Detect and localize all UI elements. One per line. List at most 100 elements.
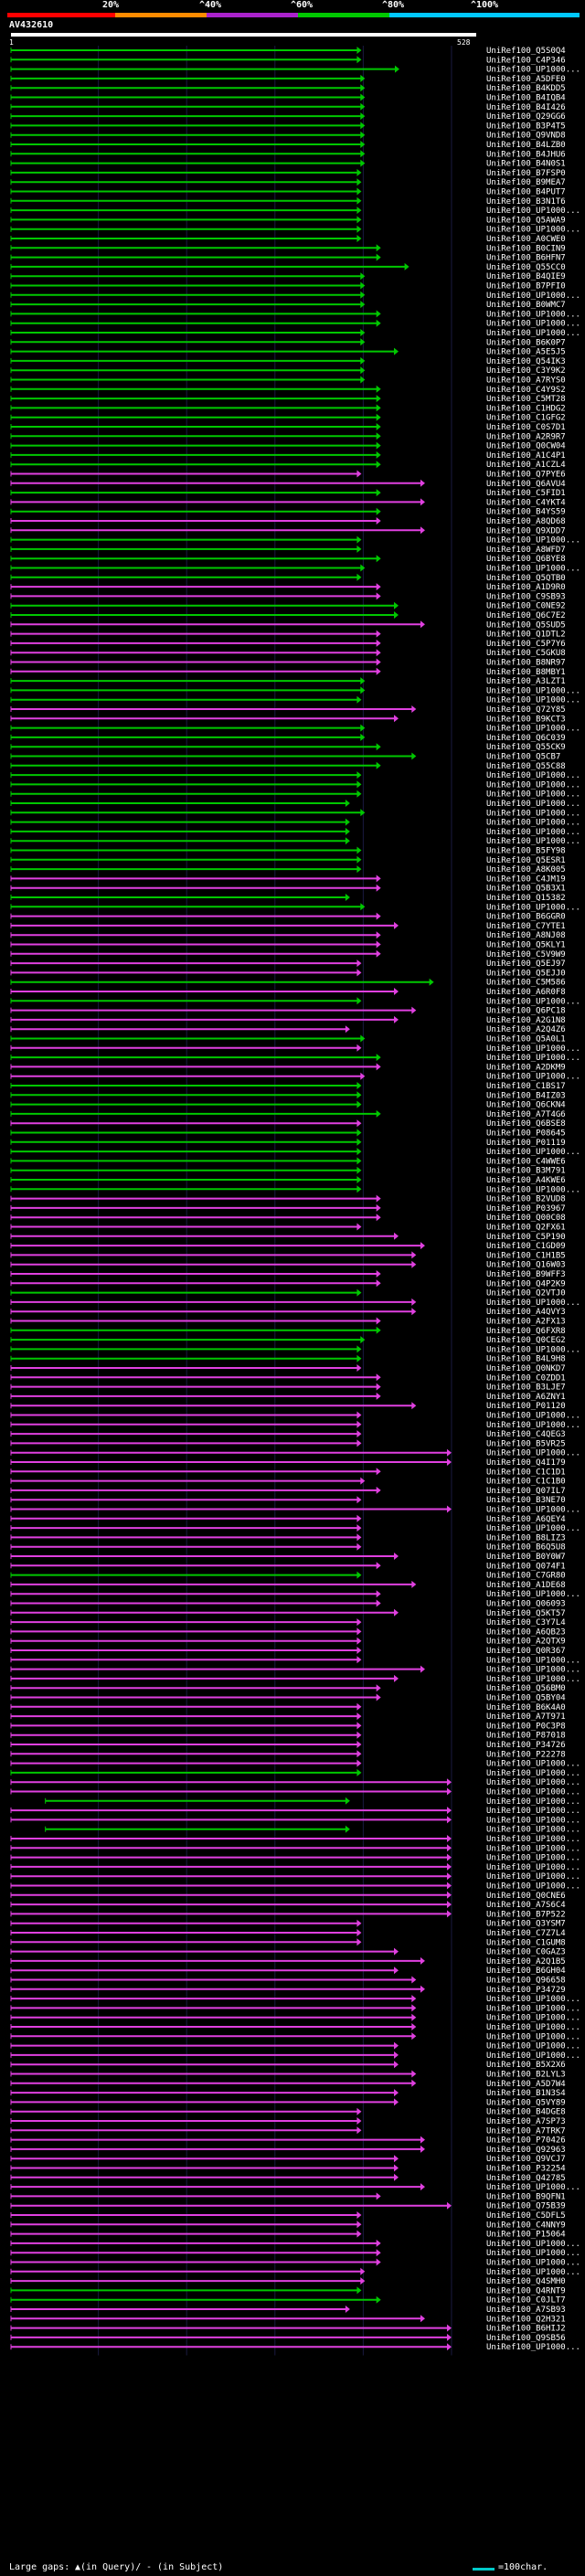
hit-row[interactable]: UniRef100_UP1000... <box>10 1787 580 1797</box>
hit-row[interactable]: UniRef100_UP1000... <box>10 1185 580 1194</box>
hit-row[interactable]: UniRef100_B4KDD5 <box>10 84 566 93</box>
hit-label[interactable]: UniRef100_C1GUM8 <box>486 1938 566 1947</box>
hit-row[interactable]: UniRef100_A7SP73 <box>10 2117 566 2126</box>
hit-label[interactable]: UniRef100_A5D7W4 <box>486 2080 566 2089</box>
hit-row[interactable]: UniRef100_UP1000... <box>10 1590 580 1599</box>
hit-label[interactable]: UniRef100_UP1000... <box>486 292 580 301</box>
hit-label[interactable]: UniRef100_A4KWE6 <box>486 1176 566 1185</box>
hit-label[interactable]: UniRef100_B4DGE8 <box>486 2108 566 2117</box>
hit-label[interactable]: UniRef100_Q4RNT9 <box>486 2286 566 2295</box>
hit-label[interactable]: UniRef100_P34729 <box>486 1986 566 1995</box>
hit-label[interactable]: UniRef100_C1C1D1 <box>486 1468 566 1477</box>
hit-label[interactable]: UniRef100_UP1000... <box>486 536 580 546</box>
hit-row[interactable]: UniRef100_B4IZ03 <box>10 1091 566 1100</box>
hit-row[interactable]: UniRef100_P15064 <box>10 2230 566 2240</box>
hit-label[interactable]: UniRef100_A7SB93 <box>486 2306 566 2315</box>
hit-row[interactable]: UniRef100_A7T971 <box>10 1712 566 1722</box>
hit-row[interactable]: UniRef100_Q6C7E2 <box>10 611 566 620</box>
hit-row[interactable]: UniRef100_UP1000... <box>10 2343 580 2352</box>
hit-row[interactable]: UniRef100_C5FID1 <box>10 489 566 498</box>
hit-label[interactable]: UniRef100_Q4P2K9 <box>486 1279 566 1288</box>
hit-label[interactable]: UniRef100_A2Q4Z6 <box>486 1025 566 1034</box>
hit-row[interactable]: UniRef100_C5P190 <box>10 1232 566 1242</box>
hit-label[interactable]: UniRef100_A4QVY3 <box>486 1308 566 1317</box>
hit-label[interactable]: UniRef100_UP1000... <box>486 1882 580 1892</box>
hit-row[interactable]: UniRef100_Q0CEG2 <box>10 1336 566 1345</box>
hit-label[interactable]: UniRef100_C7GR80 <box>486 1572 566 1581</box>
hit-row[interactable]: UniRef100_B4JHU6 <box>10 150 566 159</box>
hit-label[interactable]: UniRef100_P01119 <box>486 1139 566 1148</box>
hit-label[interactable]: UniRef100_UP1000... <box>486 828 580 837</box>
hit-label[interactable]: UniRef100_Q0CNE6 <box>486 1892 566 1901</box>
hit-row[interactable]: UniRef100_Q5KLY1 <box>10 940 566 950</box>
hit-label[interactable]: UniRef100_UP1000... <box>486 1666 580 1675</box>
hit-row[interactable]: UniRef100_C4Y9S2 <box>10 385 566 395</box>
hit-label[interactable]: UniRef100_B8NR97 <box>486 659 566 668</box>
hit-row[interactable]: UniRef100_C5DFL5 <box>10 2211 566 2221</box>
hit-row[interactable]: UniRef100_Q9VCJ7 <box>10 2155 566 2164</box>
hit-label[interactable]: UniRef100_C5V9W9 <box>486 950 566 959</box>
hit-label[interactable]: UniRef100_B4QIE9 <box>486 272 566 281</box>
hit-row[interactable]: UniRef100_C7YTE1 <box>10 921 566 931</box>
hit-row[interactable]: UniRef100_Q4P2K9 <box>10 1279 566 1288</box>
hit-label[interactable]: UniRef100_B8MBY1 <box>486 668 566 677</box>
hit-label[interactable]: UniRef100_Q55C88 <box>486 762 566 771</box>
hit-label[interactable]: UniRef100_UP1000... <box>486 2259 580 2268</box>
hit-row[interactable]: UniRef100_B8NR97 <box>10 658 566 668</box>
hit-label[interactable]: UniRef100_A2DKM9 <box>486 1063 566 1072</box>
hit-label[interactable]: UniRef100_B2VUD8 <box>486 1195 566 1204</box>
hit-row[interactable]: UniRef100_P03967 <box>10 1203 566 1214</box>
hit-label[interactable]: UniRef100_C5P190 <box>486 1233 566 1242</box>
hit-label[interactable]: UniRef100_UP1000... <box>486 1299 580 1308</box>
hit-row[interactable]: UniRef100_Q5KT57 <box>10 1608 566 1618</box>
hit-label[interactable]: UniRef100_A7T971 <box>486 1712 566 1722</box>
hit-label[interactable]: UniRef100_C3Y7L4 <box>486 1618 566 1627</box>
hit-label[interactable]: UniRef100_B2LYL3 <box>486 2071 566 2080</box>
hit-row[interactable]: UniRef100_Q6AVU4 <box>10 479 566 489</box>
hit-row[interactable]: UniRef100_A2Q4Z6 <box>10 1025 566 1034</box>
hit-label[interactable]: UniRef100_Q1DTL2 <box>486 631 566 640</box>
hit-row[interactable]: UniRef100_UP1000... <box>10 1759 580 1769</box>
hit-label[interactable]: UniRef100_Q16W03 <box>486 1261 566 1270</box>
hit-row[interactable]: UniRef100_C5P7Y6 <box>10 639 566 649</box>
hit-label[interactable]: UniRef100_UP1000... <box>486 1995 580 2004</box>
hit-row[interactable]: UniRef100_Q55CK9 <box>10 743 566 752</box>
hit-label[interactable]: UniRef100_Q6BSE8 <box>486 1119 566 1129</box>
hit-label[interactable]: UniRef100_B7PFI0 <box>486 282 566 292</box>
hit-label[interactable]: UniRef100_UP1000... <box>486 1054 580 1063</box>
hit-label[interactable]: UniRef100_Q5SUD5 <box>486 620 566 630</box>
hit-row[interactable]: UniRef100_B0WMC7 <box>10 301 566 310</box>
hit-row[interactable]: UniRef100_UP1000... <box>10 695 580 705</box>
hit-label[interactable]: UniRef100_Q5BY04 <box>486 1694 566 1703</box>
hit-row[interactable]: UniRef100_UP1000... <box>10 827 580 837</box>
hit-row[interactable]: UniRef100_UP1000... <box>45 1825 580 1835</box>
hit-row[interactable]: UniRef100_UP1000... <box>10 1882 580 1892</box>
hit-label[interactable]: UniRef100_Q4SMH0 <box>486 2277 566 2286</box>
hit-row[interactable]: UniRef100_UP1000... <box>10 790 580 800</box>
hit-row[interactable]: UniRef100_C3Y7L4 <box>10 1618 566 1627</box>
hit-label[interactable]: UniRef100_Q7PYE6 <box>486 471 566 480</box>
hit-row[interactable]: UniRef100_Q9SB56 <box>10 2333 566 2343</box>
hit-row[interactable]: UniRef100_C1BS17 <box>10 1082 566 1091</box>
hit-row[interactable]: UniRef100_Q15382 <box>10 894 566 903</box>
hit-row[interactable]: UniRef100_Q06093 <box>10 1599 566 1609</box>
hit-row[interactable]: UniRef100_A1DE68 <box>10 1580 566 1590</box>
hit-row[interactable]: UniRef100_UP1000... <box>10 1148 580 1157</box>
hit-row[interactable]: UniRef100_UP1000... <box>10 2004 580 2013</box>
hit-row[interactable]: UniRef100_P0C3P8 <box>10 1722 566 1731</box>
hit-label[interactable]: UniRef100_Q96658 <box>486 1977 566 1986</box>
hit-row[interactable]: UniRef100_Q2H321 <box>10 2315 566 2324</box>
hit-row[interactable]: UniRef100_P32254 <box>10 2164 566 2174</box>
hit-row[interactable]: UniRef100_C5MT28 <box>10 395 566 404</box>
hit-row[interactable]: UniRef100_P70426 <box>10 2136 566 2146</box>
hit-row[interactable]: UniRef100_A4QVY3 <box>10 1308 566 1317</box>
hit-row[interactable]: UniRef100_UP1000... <box>10 291 580 301</box>
hit-label[interactable]: UniRef100_B7FSP0 <box>486 169 566 178</box>
hit-label[interactable]: UniRef100_C5GKU8 <box>486 649 566 658</box>
hit-label[interactable]: UniRef100_P70426 <box>486 2136 566 2146</box>
hit-label[interactable]: UniRef100_B5FY98 <box>486 847 566 856</box>
hit-row[interactable]: UniRef100_B5X2X6 <box>10 2061 566 2070</box>
hit-row[interactable]: UniRef100_Q5QTB0 <box>10 573 566 583</box>
hit-row[interactable]: UniRef100_B4QIE9 <box>10 272 566 281</box>
hit-row[interactable]: UniRef100_Q6FXR8 <box>10 1326 566 1336</box>
